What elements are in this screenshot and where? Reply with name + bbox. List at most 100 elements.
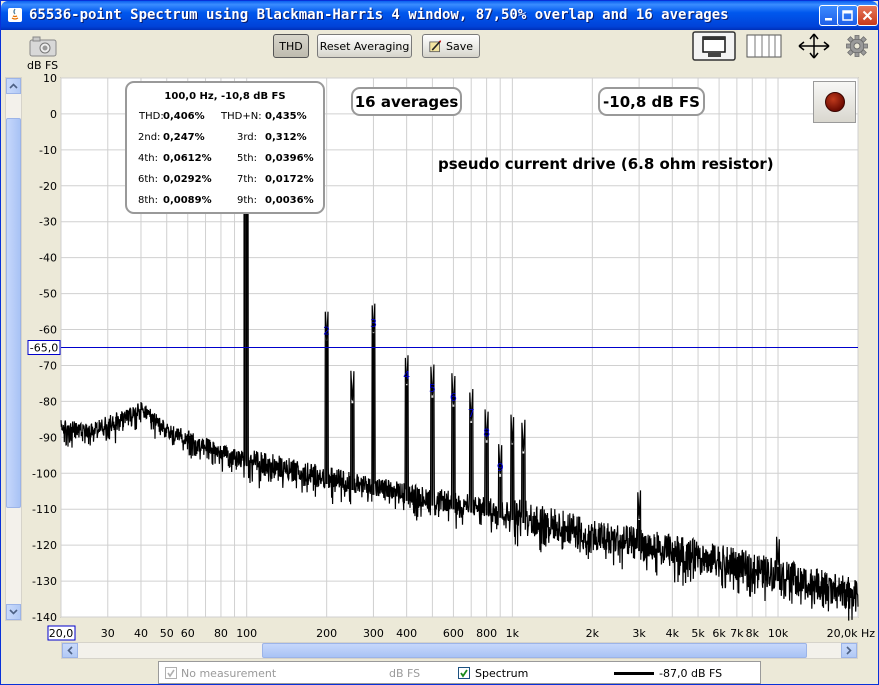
- no-measurement-checkbox[interactable]: [165, 667, 177, 679]
- harmonic-number-label: 9: [497, 461, 504, 474]
- x-tick-label: 20,0: [49, 627, 74, 640]
- spectrum-line-swatch: [614, 672, 654, 675]
- reset-averaging-button[interactable]: Reset Averaging: [317, 34, 412, 58]
- x-tick-label: 50: [160, 627, 174, 640]
- harmonic-number-label: 7: [468, 407, 475, 420]
- check-icon: [460, 669, 468, 678]
- marker-value-box[interactable]: [27, 340, 61, 355]
- x-tick-label: 7k: [730, 627, 744, 640]
- y-tick-label: -10: [39, 144, 57, 157]
- chart-annotation: pseudo current drive (6.8 ohm resistor): [438, 155, 774, 173]
- y-tick-label: -120: [32, 539, 57, 552]
- vertical-scroll-thumb[interactable]: [6, 118, 21, 508]
- harmonics-label-2-l1: 4th:: [138, 153, 158, 164]
- harmonics-label-1-l1: 2nd:: [138, 132, 161, 143]
- y-tick-label: -80: [39, 395, 57, 408]
- grid-lines-icon: [746, 34, 781, 58]
- gear-icon[interactable]: [846, 35, 868, 57]
- harmonics-label-0-l2: THD+N:: [221, 111, 262, 122]
- harmonics-value-3-v2: 0,0172%: [265, 174, 314, 185]
- x-tick-label: 30: [101, 627, 115, 640]
- marker-value-label: -65,0: [30, 342, 58, 355]
- harmonics-label-1-l2: 3rd:: [237, 132, 258, 143]
- x-tick-label: 2k: [586, 627, 600, 640]
- x-tick-label: 5k: [691, 627, 705, 640]
- toolbar: THD Reset Averaging Save: [1, 30, 878, 64]
- close-button[interactable]: [857, 5, 878, 26]
- x-tick-label: 6k: [712, 627, 726, 640]
- x-axis-ticks: 20,0 30 40 50 60 80 100 200 300 400 600 800 1k 2k 3k 4k…: [47, 625, 875, 641]
- y-axis-unit: dB FS: [27, 59, 59, 72]
- record-button[interactable]: [813, 81, 856, 123]
- harmonics-value-2-v2: 0,0396%: [265, 153, 314, 164]
- harmonics-label-4-l2: 9th:: [237, 195, 257, 206]
- y-tick-label: -40: [39, 252, 57, 265]
- chevron-down-icon: [9, 609, 18, 615]
- level-badge: -10,8 dB FS: [598, 87, 705, 116]
- window-title: 65536-point Spectrum using Blackman-Harr…: [29, 7, 729, 23]
- x-start-box[interactable]: [47, 625, 76, 641]
- thd-button[interactable]: THD: [273, 34, 309, 58]
- level-marker[interactable]: -65,0: [27, 340, 858, 355]
- arrows-expand-icon: [798, 33, 829, 59]
- spectrum-series-line: [60, 122, 859, 621]
- y-tick-label: 10: [43, 72, 57, 85]
- spectrum-label: Spectrum: [475, 667, 529, 680]
- y-tick-label: -50: [39, 288, 57, 301]
- record-icon: [824, 92, 845, 112]
- x-tick-label: 4k: [666, 627, 680, 640]
- harmonics-value-0-v2: 0,435%: [265, 111, 307, 122]
- scroll-left-button[interactable]: [62, 643, 78, 658]
- zoom-fit-button[interactable]: [791, 30, 836, 62]
- horizontal-scroll-thumb[interactable]: [262, 643, 807, 658]
- y-tick-label: -70: [39, 359, 57, 372]
- maximize-button[interactable]: [837, 5, 858, 26]
- window-layout-button[interactable]: [691, 30, 736, 62]
- java-app-icon: [8, 8, 22, 22]
- spectrum-chart[interactable]: 100-10-20-30-40-50-60-70-80-90-100-110-1…: [1, 64, 879, 642]
- harmonics-value-1-v1: 0,247%: [163, 132, 205, 143]
- horizontal-scrollbar[interactable]: [61, 642, 858, 659]
- y-tick-label: -60: [39, 324, 57, 337]
- x-tick-label: 600: [443, 627, 464, 640]
- camera-icon[interactable]: [29, 34, 59, 58]
- harmonic-number-label: 2: [323, 324, 330, 337]
- x-tick-label: 10k: [768, 627, 789, 640]
- chevron-left-icon: [67, 646, 73, 655]
- y-tick-label: -30: [39, 216, 57, 229]
- legend-unit: dB FS: [389, 667, 421, 680]
- x-tick-label: 800: [476, 627, 497, 640]
- y-tick-label: -110: [32, 503, 57, 516]
- chevron-up-icon: [9, 83, 18, 89]
- harmonics-label-3-l1: 6th:: [138, 174, 158, 185]
- scroll-right-button[interactable]: [841, 643, 857, 658]
- save-label: Save: [445, 39, 473, 53]
- x-tick-label: 1k: [506, 627, 520, 640]
- x-tick-label: 300: [363, 627, 384, 640]
- x-tick-label: 400: [396, 627, 417, 640]
- harmonics-header: 100,0 Hz, -10,8 dB FS: [164, 91, 286, 102]
- spectrum-checkbox[interactable]: [458, 667, 470, 679]
- harmonic-number-label: 3: [370, 317, 377, 330]
- harmonics-value-0-v1: 0,406%: [163, 111, 205, 122]
- vertical-scrollbar[interactable]: [5, 77, 22, 621]
- grid-lines-button[interactable]: [741, 30, 786, 62]
- y-axis-ticks: 10 0 -10 -20 -30 -40 -50 -60 -70 -80 -90 -100 -110 -1…: [32, 72, 57, 624]
- minimize-icon: [825, 18, 832, 21]
- x-tick-label: 40: [134, 627, 148, 640]
- harmonic-number-label: 4: [403, 369, 410, 382]
- window-layout-icon: [691, 31, 736, 61]
- harmonics-value-4-v2: 0,0036%: [265, 195, 314, 206]
- scroll-up-button[interactable]: [6, 78, 21, 94]
- save-button[interactable]: Save: [422, 34, 480, 58]
- harmonic-labels: 2 3 4 5 678 9: [323, 317, 504, 474]
- close-icon: [862, 10, 873, 21]
- title-bar[interactable]: 65536-point Spectrum using Blackman-Harr…: [1, 1, 878, 30]
- x-tick-label: 60: [181, 627, 195, 640]
- averages-badge: 16 averages: [351, 87, 462, 116]
- scroll-down-button[interactable]: [6, 604, 21, 620]
- harmonic-number-label: 5: [429, 382, 436, 395]
- harmonics-label-2-l2: 5th:: [237, 153, 257, 164]
- x-tick-label: 100: [236, 627, 257, 640]
- maximize-icon: [842, 10, 853, 21]
